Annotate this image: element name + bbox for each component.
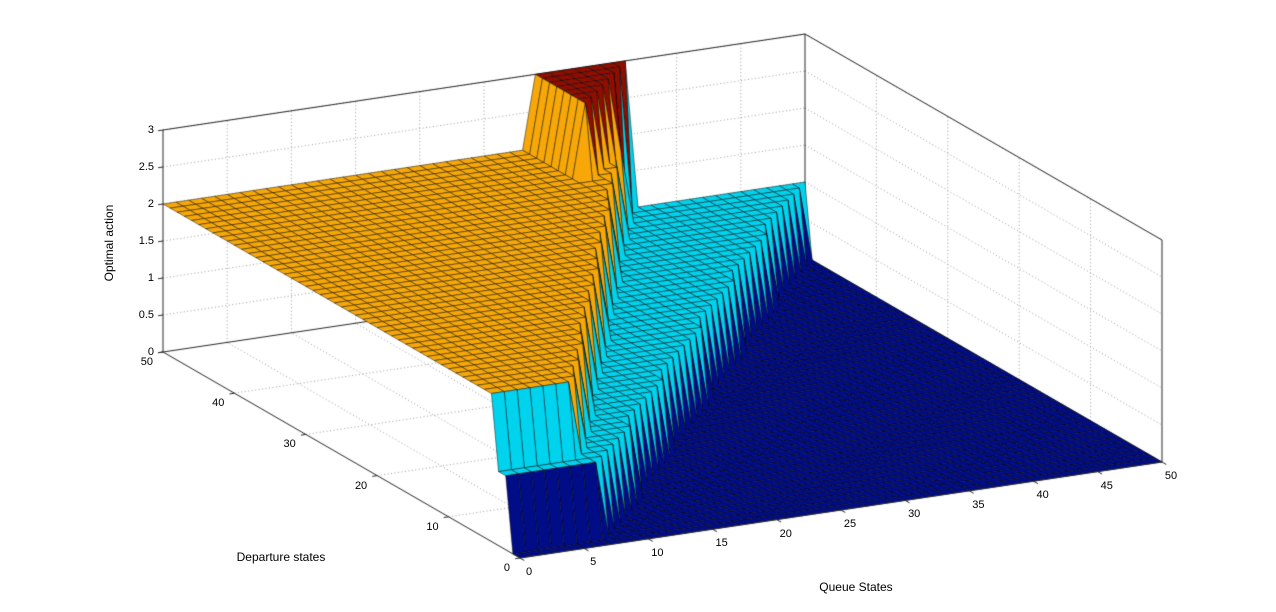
matlab-figure-window: Queue States Departure states Optimal ac… [0, 0, 1276, 612]
3d-surface-plot-canvas [0, 0, 1276, 612]
